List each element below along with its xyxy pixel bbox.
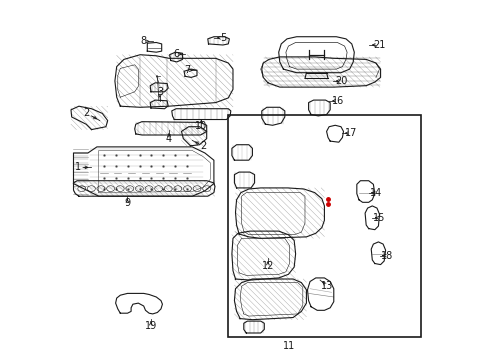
Text: 8: 8 bbox=[141, 36, 146, 46]
Text: 10: 10 bbox=[195, 121, 207, 131]
Polygon shape bbox=[150, 100, 168, 109]
Polygon shape bbox=[73, 147, 213, 196]
Text: 7: 7 bbox=[183, 65, 190, 75]
Text: 11: 11 bbox=[283, 341, 295, 351]
Polygon shape bbox=[115, 293, 162, 314]
Polygon shape bbox=[231, 231, 295, 280]
Polygon shape bbox=[307, 278, 333, 310]
Text: 5: 5 bbox=[219, 33, 225, 43]
Polygon shape bbox=[235, 188, 324, 238]
Polygon shape bbox=[234, 172, 254, 188]
Text: 13: 13 bbox=[321, 281, 333, 291]
Polygon shape bbox=[244, 321, 264, 333]
Polygon shape bbox=[134, 122, 206, 135]
Text: 3: 3 bbox=[157, 87, 163, 97]
Polygon shape bbox=[115, 55, 232, 107]
Polygon shape bbox=[73, 181, 215, 196]
Text: 21: 21 bbox=[372, 40, 385, 50]
Text: 17: 17 bbox=[344, 128, 356, 138]
Polygon shape bbox=[365, 206, 379, 230]
Text: 4: 4 bbox=[165, 134, 172, 144]
Text: 6: 6 bbox=[173, 49, 179, 59]
Polygon shape bbox=[278, 37, 354, 73]
Polygon shape bbox=[234, 279, 306, 320]
Polygon shape bbox=[150, 83, 168, 92]
Text: 9: 9 bbox=[124, 198, 130, 208]
Text: 2: 2 bbox=[83, 108, 90, 118]
Polygon shape bbox=[261, 107, 284, 125]
Polygon shape bbox=[147, 42, 162, 52]
Polygon shape bbox=[370, 242, 385, 265]
Polygon shape bbox=[71, 106, 107, 130]
Text: 14: 14 bbox=[369, 188, 381, 198]
Text: 1: 1 bbox=[75, 162, 81, 172]
Text: 16: 16 bbox=[331, 96, 344, 106]
Polygon shape bbox=[183, 69, 197, 77]
Polygon shape bbox=[231, 145, 252, 160]
Text: 20: 20 bbox=[335, 76, 347, 86]
Polygon shape bbox=[326, 125, 343, 142]
Bar bbox=[228, 115, 420, 337]
Polygon shape bbox=[169, 52, 182, 62]
Polygon shape bbox=[356, 181, 374, 202]
Polygon shape bbox=[207, 37, 229, 45]
Polygon shape bbox=[261, 57, 380, 87]
Text: 2: 2 bbox=[200, 141, 206, 151]
Text: 18: 18 bbox=[380, 251, 392, 261]
Polygon shape bbox=[308, 100, 329, 116]
Text: 19: 19 bbox=[144, 321, 157, 331]
Polygon shape bbox=[181, 127, 206, 146]
Text: 12: 12 bbox=[261, 261, 274, 271]
Polygon shape bbox=[171, 109, 230, 120]
Text: 15: 15 bbox=[372, 213, 385, 223]
